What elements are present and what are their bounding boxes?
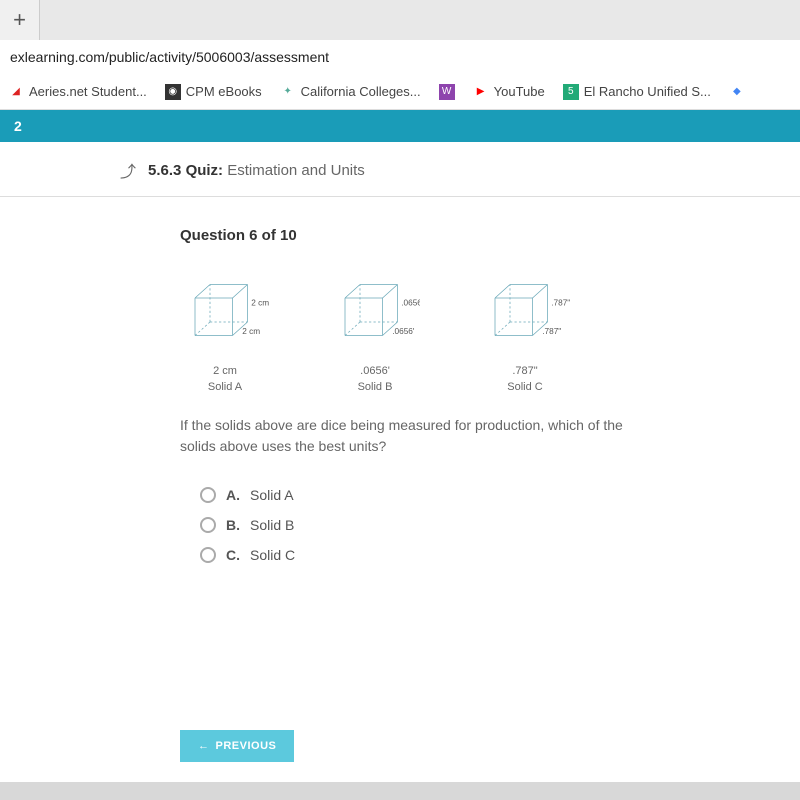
- arrow-left-icon: ←: [198, 740, 210, 752]
- url-bar[interactable]: exlearning.com/public/activity/5006003/a…: [0, 40, 800, 74]
- bookmark-label: YouTube: [494, 84, 545, 99]
- bookmarks-bar: ◢ Aeries.net Student... ◉ CPM eBooks ✦ Califo…: [0, 74, 800, 110]
- question-area: Question 6 of 10 2 cm 2 cm 2 cm Solid A .065…: [0, 197, 800, 597]
- cube-name-label: Solid B: [330, 381, 420, 393]
- bookmark-item[interactable]: W: [439, 84, 455, 100]
- svg-text:.0656': .0656': [401, 299, 420, 308]
- quiz-header: ⤴ 5.6.3 Quiz: Estimation and Units: [0, 142, 800, 197]
- tab-bar: +: [0, 0, 800, 40]
- new-tab-button[interactable]: +: [0, 0, 40, 40]
- option-letter: C.: [226, 547, 240, 563]
- cube-diagram: .787" .787" .787" Solid C: [480, 268, 570, 393]
- bookmark-icon: W: [439, 84, 455, 100]
- bookmark-item[interactable]: ▶ YouTube: [473, 84, 545, 100]
- question-heading: Question 6 of 10: [180, 227, 640, 244]
- answer-option[interactable]: A. Solid A: [200, 487, 640, 503]
- cube-depth-label: 2 cm: [180, 365, 270, 377]
- option-label: Solid A: [250, 487, 294, 503]
- quiz-kind: Quiz:: [186, 162, 224, 179]
- previous-label: PREVIOUS: [216, 740, 277, 752]
- bookmark-icon: 5: [563, 84, 579, 100]
- answer-option[interactable]: C. Solid C: [200, 547, 640, 563]
- bookmark-icon: ◢: [8, 84, 24, 100]
- cube-diagram: .0656' .0656' .0656' Solid B: [330, 268, 420, 393]
- svg-text:.787": .787": [542, 327, 561, 336]
- cube-depth-label: .0656': [330, 365, 420, 377]
- quiz-title: Estimation and Units: [227, 162, 365, 179]
- cubes-row: 2 cm 2 cm 2 cm Solid A .0656' .0656' .0656' Sol…: [180, 268, 640, 393]
- bookmark-label: Aeries.net Student...: [29, 84, 147, 99]
- cube-depth-label: .787": [480, 365, 570, 377]
- bookmark-item[interactable]: ◉ CPM eBooks: [165, 84, 262, 100]
- bookmark-label: California Colleges...: [301, 84, 421, 99]
- quiz-area: ⤴ 5.6.3 Quiz: Estimation and Units Quest…: [0, 142, 800, 782]
- lesson-strip: 2: [0, 110, 800, 142]
- bookmark-item[interactable]: ◢ Aeries.net Student...: [8, 84, 147, 100]
- previous-button[interactable]: ← PREVIOUS: [180, 730, 294, 762]
- bookmark-icon: ◆: [729, 84, 745, 100]
- svg-text:.787": .787": [551, 299, 570, 308]
- radio-icon: [200, 487, 216, 503]
- cube-diagram: 2 cm 2 cm 2 cm Solid A: [180, 268, 270, 393]
- svg-text:2 cm: 2 cm: [242, 327, 260, 336]
- back-icon[interactable]: ⤴: [120, 158, 136, 182]
- bookmark-icon: ▶: [473, 84, 489, 100]
- bookmark-icon: ✦: [280, 84, 296, 100]
- option-label: Solid B: [250, 517, 294, 533]
- options-list: A. Solid A B. Solid B C. Solid C: [200, 487, 640, 563]
- cube-name-label: Solid C: [480, 381, 570, 393]
- cube-name-label: Solid A: [180, 381, 270, 393]
- bookmark-item[interactable]: ◆: [729, 84, 745, 100]
- option-label: Solid C: [250, 547, 295, 563]
- bookmark-label: El Rancho Unified S...: [584, 84, 711, 99]
- bookmark-label: CPM eBooks: [186, 84, 262, 99]
- question-text: If the solids above are dice being measu…: [180, 415, 640, 457]
- bookmark-item[interactable]: 5 El Rancho Unified S...: [563, 84, 711, 100]
- option-letter: B.: [226, 517, 240, 533]
- answer-option[interactable]: B. Solid B: [200, 517, 640, 533]
- bookmark-icon: ◉: [165, 84, 181, 100]
- radio-icon: [200, 547, 216, 563]
- quiz-number: 5.6.3: [148, 162, 181, 179]
- radio-icon: [200, 517, 216, 533]
- content: 2 ⤴ 5.6.3 Quiz: Estimation and Units Que…: [0, 110, 800, 782]
- svg-text:.0656': .0656': [392, 327, 415, 336]
- bookmark-item[interactable]: ✦ California Colleges...: [280, 84, 421, 100]
- svg-text:2 cm: 2 cm: [251, 299, 269, 308]
- option-letter: A.: [226, 487, 240, 503]
